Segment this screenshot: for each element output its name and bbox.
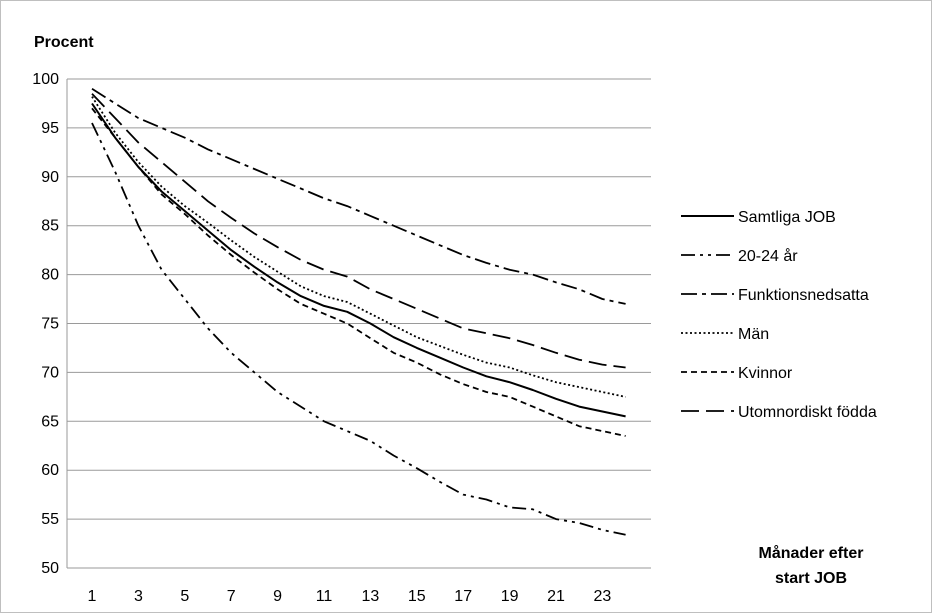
y-tick-label: 55 (41, 511, 59, 528)
series-line-5 (91, 107, 626, 437)
y-tick-label: 95 (41, 120, 59, 137)
y-axis-title: Procent (34, 34, 94, 51)
x-tick-label: 21 (547, 588, 565, 605)
x-tick-labels: 1 3 5 7 9 11 13 15 17 19 21 23 (88, 588, 612, 605)
legend-label-5: Kvinnor (738, 365, 793, 382)
x-tick-label: 19 (501, 588, 519, 605)
legend-label-6: Utomnordiskt födda (738, 404, 877, 421)
series-line-6 (91, 93, 626, 369)
x-tick-label: 11 (316, 588, 333, 605)
y-tick-label: 65 (41, 413, 59, 430)
x-axis-title-line-2: start JOB (775, 570, 847, 587)
x-tick-label: 5 (180, 588, 189, 605)
legend: Samtliga JOB 20-24 år Funktionsnedsatta Män… (681, 209, 877, 421)
y-tick-label: 80 (41, 267, 59, 284)
series-lines (91, 88, 626, 536)
y-tick-label: 75 (41, 316, 59, 333)
legend-label-3: Funktionsnedsatta (738, 287, 869, 304)
series-line-3 (91, 88, 626, 305)
x-tick-label: 3 (134, 588, 143, 605)
legend-label-1: Samtliga JOB (738, 209, 836, 226)
y-tick-label: 50 (41, 560, 59, 577)
series-line-2 (91, 122, 626, 536)
x-tick-label: 7 (227, 588, 236, 605)
y-tick-label: 100 (32, 71, 59, 88)
y-tick-label: 60 (41, 462, 59, 479)
grid (66, 78, 651, 569)
x-tick-label: 13 (362, 588, 380, 605)
legend-label-2: 20-24 år (738, 247, 798, 265)
series-line-1 (91, 102, 626, 418)
x-tick-label: 23 (594, 588, 612, 605)
x-axis-title-line-1: Månader efter (759, 544, 864, 562)
y-tick-label: 85 (41, 218, 59, 235)
y-tick-label: 90 (41, 169, 59, 186)
x-tick-label: 9 (273, 588, 282, 605)
x-tick-label: 15 (408, 588, 426, 605)
x-tick-label: 17 (454, 588, 472, 605)
legend-label-4: Män (738, 326, 769, 343)
x-tick-label: 1 (88, 588, 97, 605)
y-tick-label: 70 (41, 364, 59, 381)
series-line-4 (91, 96, 626, 398)
y-tick-labels: 50 55 60 65 70 75 80 85 90 95 100 (32, 71, 59, 577)
